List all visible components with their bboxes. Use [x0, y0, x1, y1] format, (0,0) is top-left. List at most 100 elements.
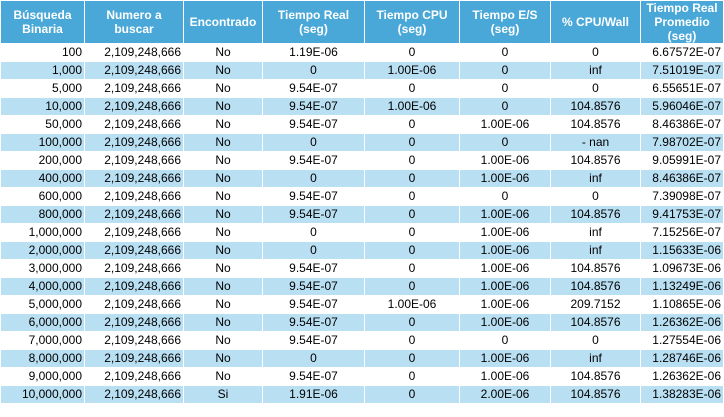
table-row: 10,000,000 2,109,248,666 Si 1.91E-06 0 2.00E-… — [0, 385, 724, 404]
cell-tiempo-cpu: 0 — [364, 187, 460, 206]
cell-cpu-wall: inf — [550, 223, 641, 242]
cell-cpu-wall: 104.8576 — [550, 205, 641, 224]
table-row: 100 2,109,248,666 No 1.19E-06 0 0 0 6.67572E-07 — [0, 43, 724, 62]
cell-numero: 2,109,248,666 — [84, 133, 184, 152]
cell-numero: 2,109,248,666 — [84, 151, 184, 170]
cell-encontrado: No — [183, 97, 263, 116]
cell-numero: 2,109,248,666 — [84, 97, 184, 116]
cell-tiempo-promedio: 9.41753E-07 — [640, 205, 724, 224]
cell-tiempo-cpu: 0 — [364, 133, 460, 152]
cell-tiempo-es: 1.00E-06 — [459, 169, 551, 188]
cell-busqueda: 10,000 — [0, 97, 85, 116]
cell-tiempo-real: 9.54E-07 — [262, 367, 365, 386]
cell-tiempo-promedio: 1.26362E-06 — [640, 313, 724, 332]
cell-tiempo-cpu: 1.00E-06 — [364, 97, 460, 116]
cell-tiempo-promedio: 1.10865E-06 — [640, 295, 724, 314]
cell-cpu-wall: 0 — [550, 43, 641, 62]
cell-cpu-wall: inf — [550, 349, 641, 368]
header-tiempo-cpu: Tiempo CPU (seg) — [364, 0, 460, 44]
cell-tiempo-promedio: 7.98702E-07 — [640, 133, 724, 152]
cell-tiempo-es: 1.00E-06 — [459, 151, 551, 170]
cell-numero: 2,109,248,666 — [84, 331, 184, 350]
cell-numero: 2,109,248,666 — [84, 169, 184, 188]
cell-tiempo-cpu: 1.00E-06 — [364, 295, 460, 314]
cell-cpu-wall: 104.8576 — [550, 385, 641, 404]
cell-tiempo-cpu: 0 — [364, 43, 460, 62]
table-row: 50,000 2,109,248,666 No 9.54E-07 0 1.00E-06 10… — [0, 115, 724, 134]
cell-encontrado: No — [183, 169, 263, 188]
cell-tiempo-promedio: 6.67572E-07 — [640, 43, 724, 62]
cell-encontrado: No — [183, 115, 263, 134]
cell-tiempo-es: 1.00E-06 — [459, 259, 551, 278]
cell-tiempo-es: 1.00E-06 — [459, 241, 551, 260]
cell-busqueda: 600,000 — [0, 187, 85, 206]
cell-busqueda: 7,000,000 — [0, 331, 85, 350]
cell-tiempo-real: 0 — [262, 241, 365, 260]
cell-encontrado: No — [183, 205, 263, 224]
cell-tiempo-promedio: 1.27554E-06 — [640, 331, 724, 350]
cell-encontrado: No — [183, 367, 263, 386]
cell-tiempo-promedio: 8.46386E-07 — [640, 169, 724, 188]
table-row: 1,000,000 2,109,248,666 No 0 0 1.00E-06 inf 7.1… — [0, 223, 724, 242]
cell-tiempo-cpu: 0 — [364, 277, 460, 296]
cell-tiempo-es: 1.00E-06 — [459, 205, 551, 224]
cell-tiempo-es: 1.00E-06 — [459, 349, 551, 368]
cell-tiempo-real: 9.54E-07 — [262, 313, 365, 332]
cell-encontrado: No — [183, 331, 263, 350]
cell-tiempo-cpu: 0 — [364, 331, 460, 350]
table-row: 600,000 2,109,248,666 No 9.54E-07 0 0 0 7.39098… — [0, 187, 724, 206]
cell-cpu-wall: 104.8576 — [550, 367, 641, 386]
cell-busqueda: 800,000 — [0, 205, 85, 224]
cell-encontrado: No — [183, 241, 263, 260]
table-row: 10,000 2,109,248,666 No 9.54E-07 1.00E-06 0 10… — [0, 97, 724, 116]
cell-tiempo-real: 0 — [262, 169, 365, 188]
header-tiempo-real-promedio: Tiempo Real Promedio (seg) — [640, 0, 724, 44]
cell-encontrado: No — [183, 313, 263, 332]
cell-tiempo-promedio: 1.28746E-06 — [640, 349, 724, 368]
cell-tiempo-real: 0 — [262, 133, 365, 152]
cell-tiempo-cpu: 1.00E-06 — [364, 61, 460, 80]
cell-tiempo-es: 0 — [459, 43, 551, 62]
cell-tiempo-cpu: 0 — [364, 205, 460, 224]
cell-numero: 2,109,248,666 — [84, 313, 184, 332]
cell-cpu-wall: 104.8576 — [550, 277, 641, 296]
table-row: 8,000,000 2,109,248,666 No 0 0 1.00E-06 inf 1.2… — [0, 349, 724, 368]
cell-tiempo-cpu: 0 — [364, 367, 460, 386]
cell-numero: 2,109,248,666 — [84, 295, 184, 314]
cell-busqueda: 6,000,000 — [0, 313, 85, 332]
cell-numero: 2,109,248,666 — [84, 367, 184, 386]
cell-tiempo-real: 9.54E-07 — [262, 331, 365, 350]
cell-tiempo-cpu: 0 — [364, 385, 460, 404]
cell-tiempo-cpu: 0 — [364, 115, 460, 134]
cell-tiempo-promedio: 7.15256E-07 — [640, 223, 724, 242]
cell-tiempo-real: 9.54E-07 — [262, 259, 365, 278]
cell-busqueda: 8,000,000 — [0, 349, 85, 368]
cell-tiempo-es: 0 — [459, 79, 551, 98]
cell-encontrado: No — [183, 223, 263, 242]
table-row: 5,000 2,109,248,666 No 9.54E-07 0 0 0 6.55651E-… — [0, 79, 724, 98]
header-numero-a-buscar: Numero a buscar — [84, 0, 184, 44]
cell-encontrado: No — [183, 43, 263, 62]
cell-cpu-wall: 104.8576 — [550, 259, 641, 278]
table-row: 9,000,000 2,109,248,666 No 9.54E-07 0 1.00E-0… — [0, 367, 724, 386]
cell-busqueda: 2,000,000 — [0, 241, 85, 260]
cell-tiempo-cpu: 0 — [364, 313, 460, 332]
table-row: 7,000,000 2,109,248,666 No 9.54E-07 0 0 0 1.275… — [0, 331, 724, 350]
header-row: Búsqueda Binaria Numero a buscar Encontr… — [0, 0, 724, 44]
table-row: 2,000,000 2,109,248,666 No 0 0 1.00E-06 inf 1.1… — [0, 241, 724, 260]
cell-busqueda: 4,000,000 — [0, 277, 85, 296]
table-row: 1,000 2,109,248,666 No 0 1.00E-06 0 inf 7.51019… — [0, 61, 724, 80]
cell-numero: 2,109,248,666 — [84, 385, 184, 404]
cell-tiempo-cpu: 0 — [364, 79, 460, 98]
cell-tiempo-cpu: 0 — [364, 223, 460, 242]
cell-numero: 2,109,248,666 — [84, 115, 184, 134]
cell-tiempo-cpu: 0 — [364, 259, 460, 278]
cell-numero: 2,109,248,666 — [84, 205, 184, 224]
cell-numero: 2,109,248,666 — [84, 223, 184, 242]
cell-tiempo-real: 1.91E-06 — [262, 385, 365, 404]
table-row: 5,000,000 2,109,248,666 No 9.54E-07 1.00E-06… — [0, 295, 724, 314]
cell-busqueda: 100,000 — [0, 133, 85, 152]
cell-cpu-wall: 104.8576 — [550, 151, 641, 170]
cell-cpu-wall: inf — [550, 169, 641, 188]
cell-cpu-wall: 104.8576 — [550, 115, 641, 134]
